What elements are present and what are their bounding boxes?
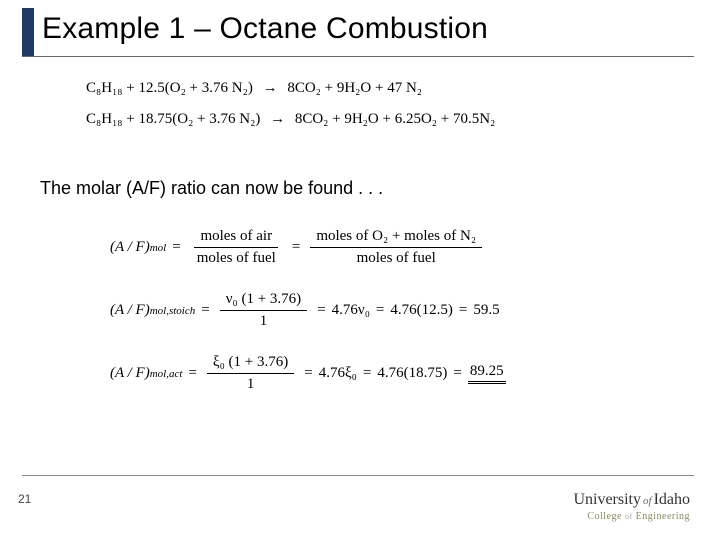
f3-lhs: (A / F)	[110, 365, 150, 382]
f2-lhs: (A / F)	[110, 302, 150, 319]
eq2-lhs: C₈H₁₈ + 18.75(O₂ + 3.76 N₂)	[86, 111, 260, 127]
equals-sign: =	[317, 302, 325, 319]
equals-sign: =	[172, 239, 180, 256]
equals-sign: =	[304, 365, 312, 382]
f3-mid1: 4.76ξ₀	[319, 365, 357, 382]
f2-frac: ν₀ (1 + 3.76) 1	[220, 291, 307, 330]
logo-sub-of: of	[625, 512, 633, 521]
logo-idaho: Idaho	[654, 491, 690, 508]
f3-sub: mol,act	[150, 368, 183, 380]
f2-result: 59.5	[473, 302, 499, 319]
f1-frac1: moles of air moles of fuel	[191, 228, 282, 267]
f1-sub: mol	[150, 242, 167, 254]
body-text: The molar (A/F) ratio can now be found .…	[40, 178, 383, 199]
page-number: 21	[18, 492, 31, 506]
f2-den: 1	[254, 311, 274, 330]
equals-sign: =	[376, 302, 384, 319]
f3-frac: ξ₀ (1 + 3.76) 1	[207, 354, 294, 393]
equals-sign: =	[459, 302, 467, 319]
f1-lhs: (A / F)	[110, 239, 150, 256]
f2-mid1: 4.76ν₀	[332, 302, 370, 319]
title-accent	[22, 8, 34, 56]
footer-rule	[22, 475, 694, 476]
f3-den: 1	[241, 374, 261, 393]
equals-sign: =	[292, 239, 300, 256]
formula-actual: (A / F)mol,act = ξ₀ (1 + 3.76) 1 = 4.76ξ…	[110, 354, 506, 393]
f1-frac1-num: moles of air	[194, 228, 278, 248]
equation-actual: C₈H₁₈ + 18.75(O₂ + 3.76 N₂) → 8CO₂ + 9H₂…	[86, 111, 495, 128]
title-bar: Example 1 – Octane Combustion	[0, 0, 720, 52]
f2-num: ν₀ (1 + 3.76)	[220, 291, 307, 311]
logo-college: College	[587, 511, 622, 522]
equals-sign: =	[188, 365, 196, 382]
f3-mid2: 4.76(18.75)	[377, 365, 447, 382]
reaction-equations: C₈H₁₈ + 12.5(O₂ + 3.76 N₂) → 8CO₂ + 9H₂O…	[86, 80, 495, 142]
eq1-arrow: →	[263, 80, 278, 96]
logo-sub: College of Engineering	[573, 511, 690, 522]
equals-sign: =	[453, 365, 461, 382]
logo-main: UniversityofIdaho	[573, 491, 690, 509]
f3-result: 89.25	[468, 363, 506, 384]
slide: Example 1 – Octane Combustion C₈H₁₈ + 12…	[0, 0, 720, 540]
equals-sign: =	[363, 365, 371, 382]
university-logo: UniversityofIdaho College of Engineering	[573, 491, 690, 522]
f1-frac2-num: moles of O₂ + moles of N₂	[310, 228, 482, 248]
equation-stoich: C₈H₁₈ + 12.5(O₂ + 3.76 N₂) → 8CO₂ + 9H₂O…	[86, 80, 495, 97]
f2-sub: mol,stoich	[150, 305, 196, 317]
eq1-lhs: C₈H₁₈ + 12.5(O₂ + 3.76 N₂)	[86, 80, 253, 96]
eq2-arrow: →	[270, 111, 285, 127]
logo-engineering: Engineering	[636, 511, 690, 522]
f1-frac2-den: moles of fuel	[351, 248, 442, 267]
f1-frac1-den: moles of fuel	[191, 248, 282, 267]
logo-of: of	[641, 495, 654, 507]
af-ratio-formulas: (A / F)mol = moles of air moles of fuel …	[110, 228, 506, 417]
page-title: Example 1 – Octane Combustion	[42, 12, 720, 46]
title-rule	[22, 56, 694, 57]
f3-num: ξ₀ (1 + 3.76)	[207, 354, 294, 374]
f2-mid2: 4.76(12.5)	[390, 302, 453, 319]
equals-sign: =	[201, 302, 209, 319]
formula-stoich: (A / F)mol,stoich = ν₀ (1 + 3.76) 1 = 4.…	[110, 291, 506, 330]
eq2-rhs: 8CO₂ + 9H₂O + 6.25O₂ + 70.5N₂	[295, 111, 495, 127]
logo-university: University	[573, 491, 641, 508]
eq1-rhs: 8CO₂ + 9H₂O + 47 N₂	[287, 80, 422, 96]
formula-definition: (A / F)mol = moles of air moles of fuel …	[110, 228, 506, 267]
f1-frac2: moles of O₂ + moles of N₂ moles of fuel	[310, 228, 482, 267]
